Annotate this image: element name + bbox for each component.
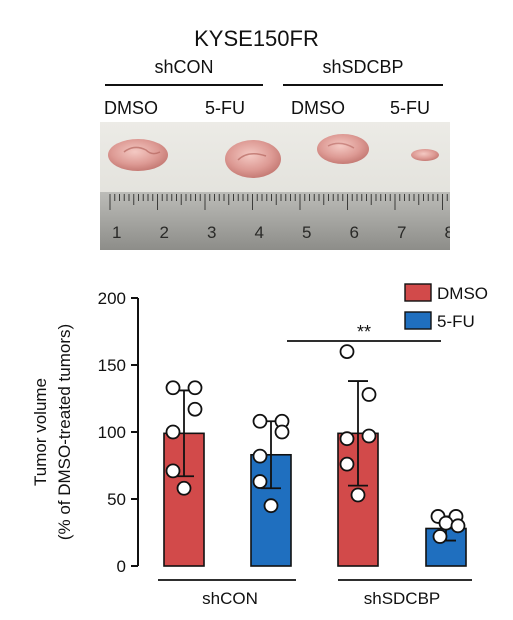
tumor-3	[317, 134, 369, 164]
significance-marker: **	[357, 322, 371, 342]
legend-label: DMSO	[437, 284, 488, 303]
data-point	[361, 428, 377, 444]
data-point	[450, 518, 466, 534]
y-tick-label: 0	[117, 557, 126, 576]
data-point	[165, 424, 181, 440]
x-group-label: shSDCBP	[364, 589, 441, 608]
data-point	[187, 380, 203, 396]
y-axis-label-line2: (% of DMSO-treated tumors)	[55, 324, 74, 540]
data-point	[339, 344, 355, 359]
ruler-number: 3	[207, 223, 216, 242]
tumor-4	[411, 149, 439, 161]
data-point	[165, 380, 181, 396]
ruler-number: 2	[160, 223, 169, 242]
condition-label-4: 5-FU	[390, 98, 430, 118]
ruler-number: 7	[397, 223, 406, 242]
condition-label-1: DMSO	[104, 98, 158, 118]
figure-title: KYSE150FR	[194, 26, 319, 51]
ruler-number: 1	[112, 223, 121, 242]
legend-swatch	[404, 283, 432, 302]
legend-label: 5-FU	[437, 312, 475, 331]
condition-label-2: 5-FU	[205, 98, 245, 118]
bar-chart: 0 50 100 150 200 Tumor volume (% of DMSO-treat…	[31, 283, 488, 608]
data-point	[339, 431, 355, 447]
data-point	[187, 401, 203, 417]
group-line-shcon	[105, 84, 263, 86]
x-group-label: shCON	[202, 589, 258, 608]
y-axis-label-line1: Tumor volume	[31, 378, 50, 486]
data-point	[350, 487, 366, 503]
data-point	[339, 456, 355, 472]
data-point	[176, 480, 192, 496]
data-point	[252, 448, 268, 464]
ruler-number: 8	[445, 223, 451, 242]
data-point	[274, 424, 290, 440]
data-point	[438, 515, 454, 531]
group-label-shcon: shCON	[154, 57, 214, 77]
y-tick-label: 150	[98, 356, 126, 375]
data-point	[263, 498, 279, 514]
legend-swatch	[404, 311, 432, 330]
data-point	[252, 474, 268, 489]
tumor-photo: 1 2 3 4 5 6 7 8	[100, 122, 450, 250]
condition-label-3: DMSO	[291, 98, 345, 118]
ruler-number: 5	[302, 223, 311, 242]
y-tick-label: 100	[98, 423, 126, 442]
ruler-number: 6	[350, 223, 359, 242]
tumor-2	[225, 140, 281, 178]
group-line-shsdcbp	[283, 84, 443, 86]
data-point	[361, 387, 377, 402]
data-point	[432, 529, 448, 544]
data-point	[165, 463, 181, 479]
ruler-number: 4	[255, 223, 264, 242]
group-label-shsdcbp: shSDCBP	[322, 57, 404, 77]
tumor-1	[108, 139, 168, 171]
data-point	[252, 413, 268, 429]
y-tick-label: 200	[98, 289, 126, 308]
y-tick-label: 50	[107, 490, 126, 509]
